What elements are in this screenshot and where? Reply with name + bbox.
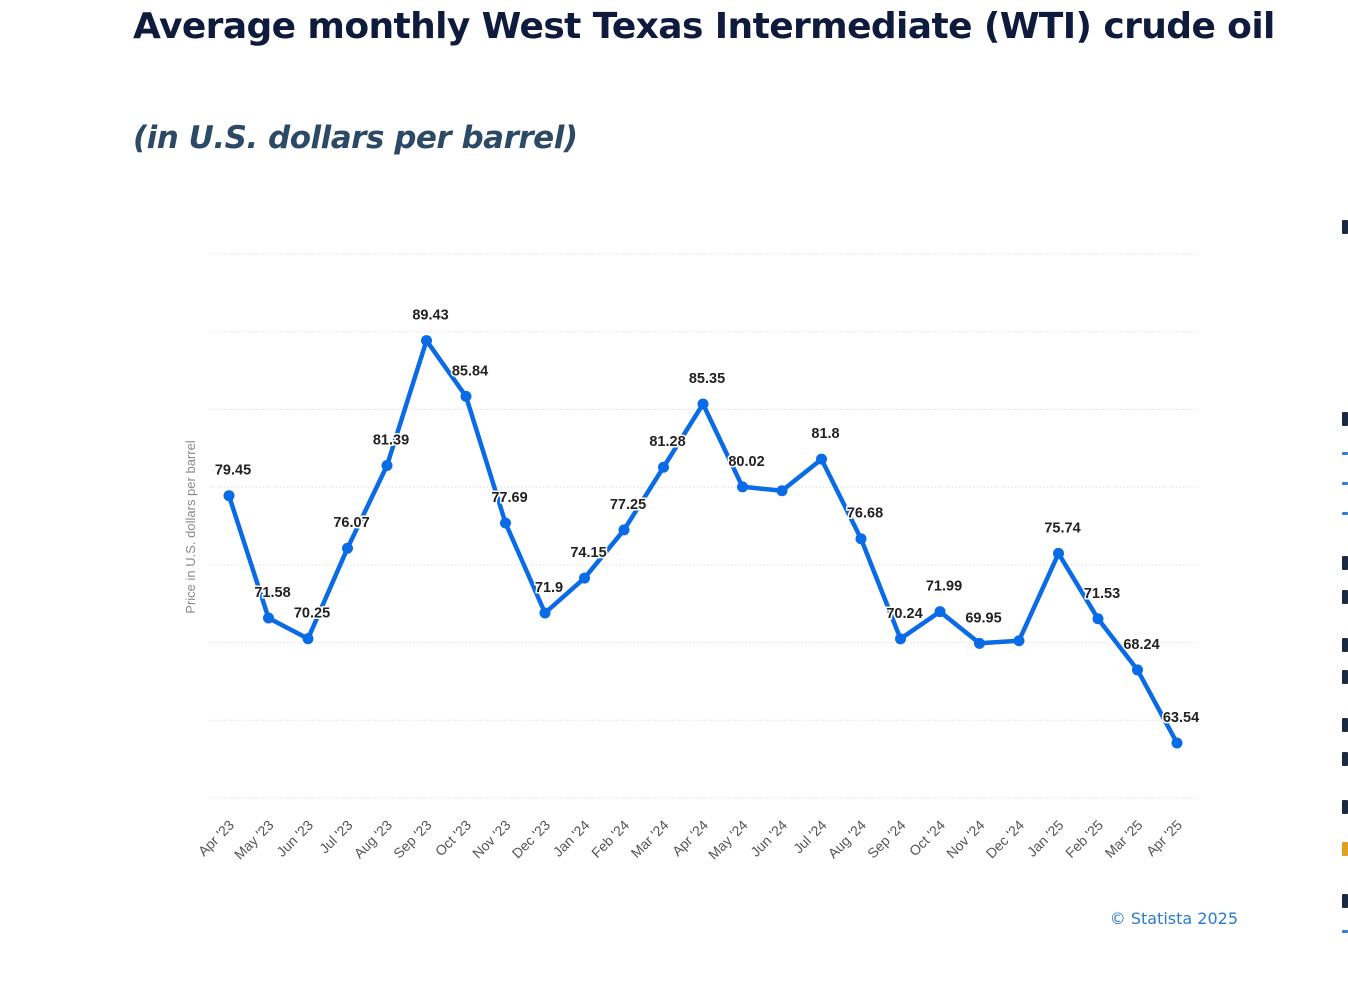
data-point[interactable] (460, 390, 472, 402)
data-point[interactable] (1171, 737, 1183, 749)
data-label: 81.8 (811, 426, 839, 442)
x-tick-label: Aug '23 (351, 817, 396, 862)
x-tick-label: Jun '23 (273, 817, 316, 860)
data-label: 75.74 (1044, 520, 1080, 536)
data-label: 76.07 (333, 515, 369, 531)
data-label: 74.15 (570, 545, 606, 561)
sidebar-fragment (1342, 590, 1348, 604)
data-point[interactable] (1053, 547, 1064, 559)
data-point[interactable] (263, 612, 274, 624)
x-tick-label: Nov '23 (469, 817, 514, 862)
sidebar-fragment (1342, 220, 1348, 234)
x-tick-label: Mar '24 (628, 817, 672, 861)
data-label: 85.84 (452, 363, 488, 379)
data-label: 68.24 (1123, 637, 1159, 653)
x-tick-label: Apr '23 (195, 817, 238, 860)
data-point[interactable] (579, 572, 590, 584)
sidebar-fragment (1342, 638, 1348, 652)
chart-subtitle: (in U.S. dollars per barrel) (133, 120, 578, 156)
data-point[interactable] (539, 607, 551, 619)
x-tick-label: Apr '25 (1143, 817, 1186, 860)
x-tick-label: Jun '24 (747, 817, 790, 860)
x-tick-label: Mar '25 (1102, 817, 1146, 861)
flag-icon-fragment (1342, 842, 1348, 856)
data-point[interactable] (855, 533, 867, 545)
sidebar-fragment (1342, 718, 1348, 732)
x-tick-label: Oct '23 (432, 817, 475, 860)
sidebar-fragment (1342, 412, 1348, 426)
x-tick-label: Feb '24 (588, 817, 632, 861)
data-point[interactable] (1132, 664, 1143, 676)
sidebar-link-fragment[interactable] (1342, 930, 1348, 933)
x-tick-label: Jan '25 (1024, 817, 1067, 860)
data-point[interactable] (737, 481, 748, 493)
x-tick-label: Nov '24 (943, 817, 988, 862)
data-label: 70.24 (886, 606, 922, 622)
x-tick-label: Dec '23 (509, 817, 554, 862)
data-label: 76.68 (847, 506, 883, 522)
y-axis-label: Price in U.S. dollars per barrel (183, 440, 198, 614)
data-label: 77.25 (610, 497, 646, 513)
x-tick-label: Dec '24 (983, 817, 1028, 862)
x-tick-label: Oct '24 (906, 817, 949, 860)
data-point[interactable] (776, 485, 788, 497)
data-label: 71.58 (254, 585, 290, 601)
x-tick-label: Apr '24 (669, 817, 712, 860)
data-point[interactable] (223, 490, 235, 502)
data-point[interactable] (816, 453, 827, 465)
data-label: 63.54 (1163, 710, 1199, 726)
data-label: 71.99 (926, 579, 962, 595)
x-tick-label: Aug '24 (825, 817, 870, 862)
data-point[interactable] (421, 335, 432, 347)
data-point[interactable] (381, 460, 393, 472)
data-point[interactable] (697, 398, 709, 410)
data-label: 71.9 (535, 580, 563, 596)
data-label: 70.25 (294, 606, 330, 622)
data-point[interactable] (618, 524, 630, 536)
chart-title: Average monthly West Texas Intermediate … (133, 6, 1275, 47)
sidebar-fragment (1342, 556, 1348, 570)
data-label: 85.35 (689, 371, 725, 387)
data-point[interactable] (500, 517, 511, 529)
x-tick-label: Sep '23 (390, 817, 435, 862)
data-point[interactable] (1092, 613, 1104, 625)
x-tick-label: May '23 (231, 817, 277, 863)
sidebar-link-fragment[interactable] (1342, 452, 1348, 455)
data-label: 71.53 (1084, 586, 1120, 602)
sidebar-fragment (1342, 894, 1348, 908)
x-tick-label: Sep '24 (864, 817, 909, 862)
data-point[interactable] (342, 542, 353, 554)
data-point[interactable] (302, 633, 314, 645)
sidebar-link-fragment[interactable] (1342, 482, 1348, 485)
data-point[interactable] (974, 637, 985, 649)
sidebar-fragment (1342, 800, 1348, 814)
data-label: 89.43 (412, 308, 448, 324)
data-point[interactable] (658, 461, 669, 473)
data-points (223, 335, 1183, 749)
data-label: 77.69 (491, 490, 527, 506)
x-tick-label: Feb '25 (1062, 817, 1106, 861)
data-label: 80.02 (728, 454, 764, 470)
data-label: 79.45 (215, 463, 251, 479)
data-label: 69.95 (965, 610, 1001, 626)
data-label: 81.39 (373, 433, 409, 449)
sidebar-fragment (1342, 752, 1348, 766)
data-point[interactable] (934, 606, 946, 618)
data-point[interactable] (1013, 635, 1025, 647)
sidebar-fragment (1342, 670, 1348, 684)
sidebar-link-fragment[interactable] (1342, 512, 1348, 515)
data-label: 81.28 (649, 434, 685, 450)
data-point[interactable] (895, 633, 906, 645)
x-tick-label: May '24 (705, 817, 751, 863)
statista-credit-link[interactable]: © Statista 2025 (1109, 909, 1238, 928)
x-tick-label: Jan '24 (550, 817, 593, 860)
cropped-sidebar-edge (1342, 0, 1348, 1000)
